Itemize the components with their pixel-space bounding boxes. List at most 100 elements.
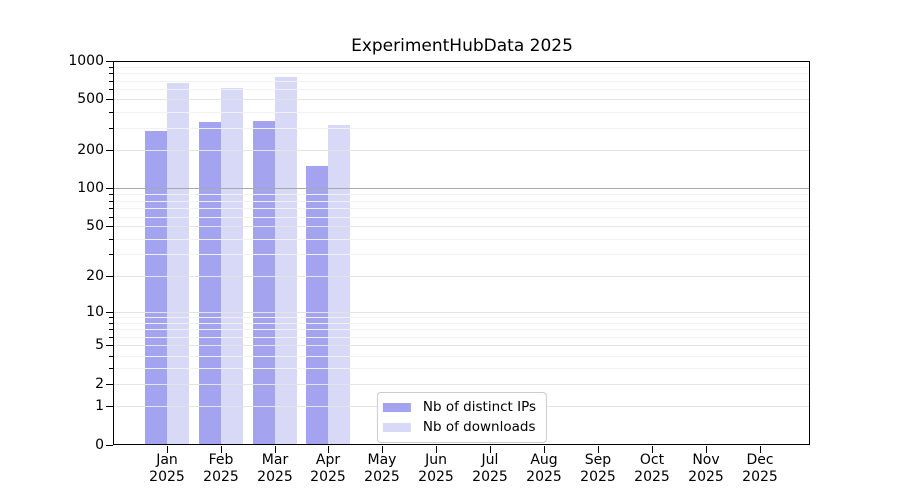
y-tick-label: 200 — [77, 142, 104, 158]
y-tick-label: 10 — [86, 304, 104, 320]
x-tick-mark — [598, 446, 599, 453]
bar-downloads — [221, 88, 243, 445]
x-tick-mark — [544, 446, 545, 453]
minor-gridline — [114, 329, 809, 330]
legend: Nb of distinct IPs Nb of downloads — [376, 392, 548, 443]
minor-gridline — [114, 317, 809, 318]
y-tick-label: 1 — [95, 398, 104, 414]
minor-gridline — [114, 194, 809, 195]
legend-label: Nb of distinct IPs — [422, 399, 537, 415]
y-minor-tick-mark — [109, 112, 113, 113]
y-minor-tick-mark — [109, 73, 113, 74]
y-tick-label: 50 — [86, 218, 104, 234]
x-tick-label: Feb 2025 — [203, 452, 239, 485]
minor-gridline — [114, 201, 809, 202]
x-tick-label: Jan 2025 — [149, 452, 185, 485]
bar-distinct-ips — [253, 121, 275, 445]
minor-gridline — [114, 323, 809, 324]
y-minor-tick-mark — [109, 317, 113, 318]
x-tick-label: Dec 2025 — [742, 452, 778, 485]
major-gridline — [114, 226, 809, 227]
x-tick-label: Jul 2025 — [472, 452, 508, 485]
y-tick-mark — [106, 445, 113, 446]
y-tick-label: 100 — [77, 180, 104, 196]
chart-title: ExperimentHubData 2025 — [351, 36, 573, 56]
minor-gridline — [114, 67, 809, 68]
major-gridline — [114, 150, 809, 151]
y-tick-label: 0 — [95, 437, 104, 453]
x-tick-label: Aug 2025 — [526, 452, 562, 485]
x-tick-mark — [328, 446, 329, 453]
y-tick-mark — [106, 384, 113, 385]
x-tick-label: May 2025 — [364, 452, 400, 485]
x-tick-mark — [436, 446, 437, 453]
y-tick-label: 1000 — [68, 53, 104, 69]
x-tick-label: Sep 2025 — [580, 452, 616, 485]
legend-row: Nb of downloads — [382, 417, 536, 437]
x-tick-mark — [167, 446, 168, 453]
y-minor-tick-mark — [109, 323, 113, 324]
x-tick-mark — [760, 446, 761, 453]
bar-distinct-ips — [145, 131, 167, 445]
y-minor-tick-mark — [109, 81, 113, 82]
major-gridline — [114, 345, 809, 346]
bar-downloads — [328, 125, 350, 445]
major-gridline — [114, 312, 809, 313]
y-minor-tick-mark — [109, 89, 113, 90]
legend-label: Nb of downloads — [422, 419, 536, 435]
minor-gridline — [114, 89, 809, 90]
x-tick-mark — [490, 446, 491, 453]
y-tick-mark — [106, 406, 113, 407]
x-tick-mark — [221, 446, 222, 453]
minor-gridline — [114, 128, 809, 129]
minor-gridline — [114, 356, 809, 357]
x-tick-mark — [275, 446, 276, 453]
emphasized-gridline — [114, 188, 809, 189]
x-tick-label: Oct 2025 — [634, 452, 670, 485]
x-tick-label: Nov 2025 — [688, 452, 724, 485]
major-gridline — [114, 384, 809, 385]
y-minor-tick-mark — [109, 201, 113, 202]
x-tick-label: Mar 2025 — [257, 452, 293, 485]
x-tick-label: Apr 2025 — [310, 452, 346, 485]
x-tick-mark — [706, 446, 707, 453]
x-tick-label: Jun 2025 — [418, 452, 454, 485]
bar-distinct-ips — [199, 122, 221, 445]
minor-gridline — [114, 368, 809, 369]
y-minor-tick-mark — [109, 239, 113, 240]
y-minor-tick-mark — [109, 67, 113, 68]
y-minor-tick-mark — [109, 368, 113, 369]
major-gridline — [114, 99, 809, 100]
y-tick-mark — [106, 99, 113, 100]
y-minor-tick-mark — [109, 329, 113, 330]
minor-gridline — [114, 81, 809, 82]
major-gridline — [114, 276, 809, 277]
minor-gridline — [114, 73, 809, 74]
y-minor-tick-mark — [109, 356, 113, 357]
y-tick-mark — [106, 226, 113, 227]
y-tick-label: 2 — [95, 376, 104, 392]
minor-gridline — [114, 217, 809, 218]
minor-gridline — [114, 239, 809, 240]
y-minor-tick-mark — [109, 217, 113, 218]
y-tick-mark — [106, 150, 113, 151]
y-minor-tick-mark — [109, 128, 113, 129]
minor-gridline — [114, 112, 809, 113]
y-tick-mark — [106, 345, 113, 346]
y-tick-mark — [106, 188, 113, 189]
x-tick-mark — [652, 446, 653, 453]
y-tick-mark — [106, 276, 113, 277]
y-minor-tick-mark — [109, 254, 113, 255]
major-gridline — [114, 61, 809, 62]
minor-gridline — [114, 254, 809, 255]
bar-downloads — [167, 83, 189, 445]
y-minor-tick-mark — [109, 337, 113, 338]
minor-gridline — [114, 337, 809, 338]
y-tick-label: 500 — [77, 91, 104, 107]
y-minor-tick-mark — [109, 194, 113, 195]
x-tick-mark — [382, 446, 383, 453]
y-tick-label: 20 — [86, 268, 104, 284]
legend-row: Nb of distinct IPs — [382, 397, 537, 417]
bar-downloads — [275, 77, 297, 445]
